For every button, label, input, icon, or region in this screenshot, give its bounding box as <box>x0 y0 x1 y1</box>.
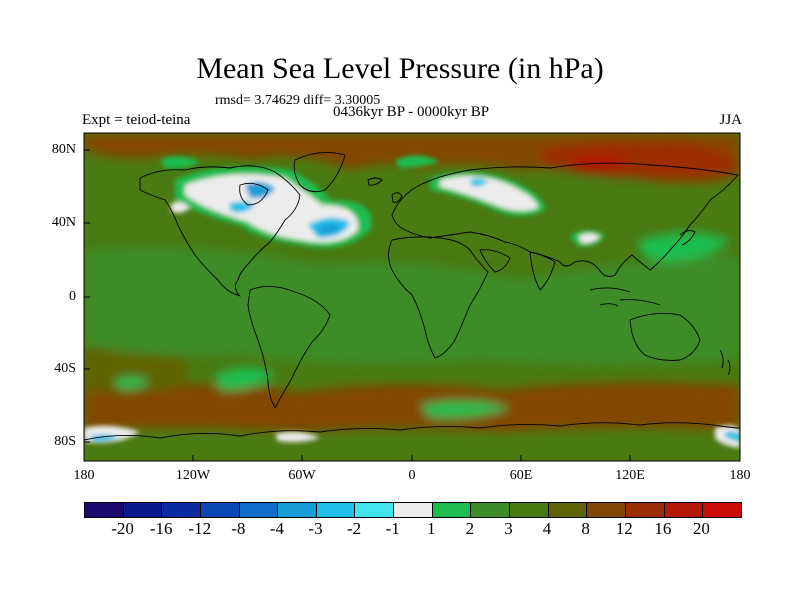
legend-color-box <box>394 503 433 517</box>
legend-color-box <box>625 503 665 517</box>
legend-color-box <box>162 503 201 517</box>
labrador-low <box>228 201 255 213</box>
coast-japan <box>679 230 696 246</box>
south-atlantic-patch <box>215 367 275 391</box>
lon-label: 60E <box>509 468 533 483</box>
legend-label: 2 <box>465 519 475 538</box>
legend-label: -3 <box>308 519 323 538</box>
map-field <box>84 133 740 461</box>
tibet-patch <box>578 233 600 244</box>
southern-ocean-green <box>420 400 510 419</box>
legend-label: -2 <box>347 519 362 538</box>
legend-color-box <box>432 503 472 517</box>
pacific-green-patch <box>639 232 730 262</box>
coast-indonesia <box>589 287 661 307</box>
axis-ticks <box>83 149 741 461</box>
legend-color-box <box>316 503 356 517</box>
southern-ocean-ring <box>84 382 740 432</box>
legend-color-box <box>278 503 317 517</box>
legend-color-box <box>510 503 549 517</box>
lon-label: 120W <box>175 468 211 483</box>
experiment-label: Expt = teiod-teina <box>82 112 191 128</box>
coast-north-america <box>139 165 301 297</box>
coast-australia <box>629 312 701 361</box>
rmsd-diff-stats: rmsd= 3.74629 diff= 3.30005 <box>215 93 381 108</box>
coast-iceland <box>367 177 383 186</box>
coast-uk <box>391 192 403 203</box>
alaska-patch <box>170 202 190 213</box>
legend-color-box <box>123 503 163 517</box>
antarctic-low-east-core <box>725 431 740 442</box>
coast-india <box>529 251 556 291</box>
plot-title: Mean Sea Level Pressure (in hPa) <box>196 52 604 85</box>
legend-label: 1 <box>427 519 436 538</box>
legend-label: -1 <box>385 519 400 538</box>
eurasia-low <box>440 175 538 211</box>
legend-color-box <box>239 503 279 517</box>
coast-south-america <box>247 286 331 409</box>
coast-africa <box>388 236 489 359</box>
ne-asia-high-core <box>570 155 630 171</box>
lon-label: 180 <box>729 468 751 483</box>
coast-eurasia <box>391 162 739 277</box>
legend-label: 20 <box>692 519 710 538</box>
legend-color-box <box>200 503 240 517</box>
coast-greenland <box>293 151 346 193</box>
tropical-green-belt <box>84 247 740 365</box>
eurasia-minimum <box>470 178 488 187</box>
legend-color-box <box>471 503 511 517</box>
legend-label: -4 <box>269 519 285 538</box>
legend-color-box <box>664 503 704 517</box>
legend-label: 8 <box>581 519 590 538</box>
legend-color-box <box>355 503 395 517</box>
lon-label: 120E <box>615 468 645 483</box>
south-pacific-patch <box>115 376 150 390</box>
lat-label: 40N <box>51 215 76 230</box>
legend-label: 3 <box>504 519 513 538</box>
coast-hudson-bay <box>239 182 269 206</box>
green-fringe-nw <box>160 156 200 169</box>
lat-label: 40S <box>54 361 76 376</box>
legend-label: 12 <box>615 519 633 538</box>
lat-label: 0 <box>69 289 76 304</box>
legend-label: -12 <box>188 519 212 538</box>
legend-label: -16 <box>149 519 173 538</box>
lon-label: 60W <box>288 468 316 483</box>
green-fringe-ne <box>395 155 440 168</box>
coast-new-zealand <box>719 349 731 376</box>
coastlines <box>84 151 740 441</box>
legend-color-box <box>587 503 626 517</box>
antarctic-low-mid <box>275 431 320 442</box>
lon-label: 180 <box>73 468 95 483</box>
legend-label: 16 <box>654 519 672 538</box>
legend-color-box <box>548 503 588 517</box>
season-label: JJA <box>719 112 742 128</box>
hudson-bay-minimum <box>245 182 275 199</box>
legend-color-box <box>703 503 741 517</box>
lat-label: 80S <box>54 434 76 449</box>
lat-label: 80N <box>51 142 76 157</box>
legend-label: -8 <box>231 519 246 538</box>
color-legend <box>84 502 742 518</box>
atlantic-minimum <box>318 223 342 235</box>
coast-arabia <box>479 249 511 273</box>
lon-label: 0 <box>408 468 416 483</box>
time-period-subtitle: 0436kyr BP - 0000kyr BP <box>332 104 490 120</box>
legend-label: -20 <box>111 519 134 538</box>
legend-label: 4 <box>542 519 552 538</box>
legend-color-box <box>85 503 124 517</box>
coast-antarctica <box>84 422 740 441</box>
